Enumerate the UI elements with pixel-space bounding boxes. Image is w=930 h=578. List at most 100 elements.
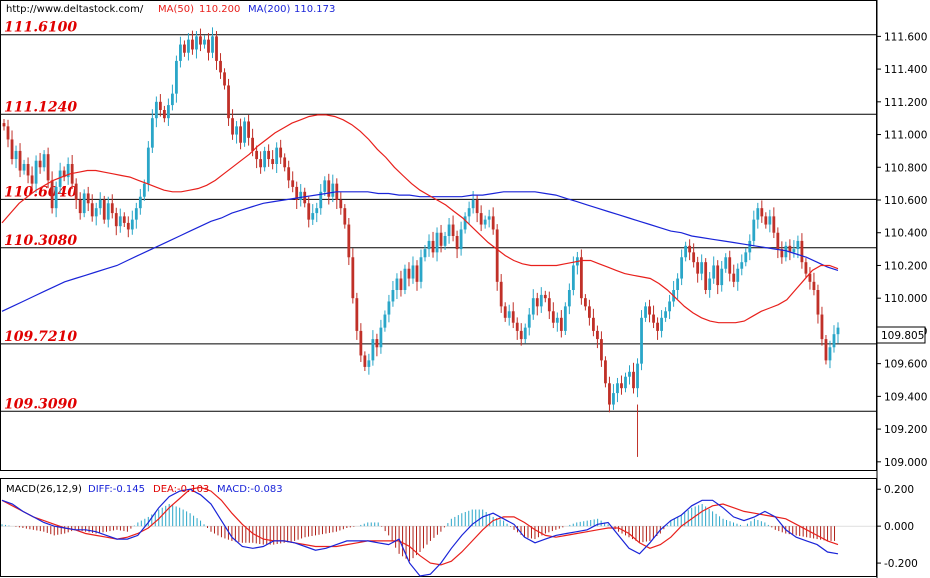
candle-body xyxy=(263,150,267,168)
candle-body xyxy=(46,154,50,181)
candle-body xyxy=(130,219,134,230)
candle-body xyxy=(499,281,503,307)
candle-body xyxy=(283,157,287,168)
candle-body xyxy=(150,118,154,148)
candle-body xyxy=(211,36,214,53)
candle-body xyxy=(134,208,138,220)
candle-body xyxy=(724,257,728,269)
candle-body xyxy=(696,262,700,274)
macd-tick-label: 0.000 xyxy=(884,521,914,533)
candle-body xyxy=(203,39,206,45)
ma200-line xyxy=(1,191,839,312)
price-tick-label: 111.200 xyxy=(884,97,927,109)
candle-body xyxy=(287,167,291,181)
candle-body xyxy=(547,298,551,312)
candle-body xyxy=(38,160,42,168)
candle-body xyxy=(812,281,816,290)
candle-body xyxy=(303,191,307,204)
candle-body xyxy=(820,314,824,340)
candle-body xyxy=(30,175,34,184)
ma200-value: 110.173 xyxy=(294,4,335,15)
candle-body xyxy=(491,216,495,230)
candle-body xyxy=(479,213,483,225)
candle-body xyxy=(383,314,387,328)
candle-body xyxy=(299,191,303,200)
candle-body xyxy=(235,126,238,135)
candle-body xyxy=(439,232,443,246)
candle-body xyxy=(158,101,162,110)
candle-body xyxy=(98,200,102,209)
candle-body xyxy=(243,121,246,143)
macd-value: MACD:-0.083 xyxy=(217,484,283,495)
candle-body xyxy=(82,193,86,214)
candle-body xyxy=(295,186,299,200)
candle-body xyxy=(503,306,507,318)
candle-body xyxy=(411,265,415,279)
candle-body xyxy=(363,355,367,367)
candle-body xyxy=(10,139,14,160)
candle-body xyxy=(355,298,359,331)
candle-body xyxy=(680,257,684,279)
candle-body xyxy=(608,383,611,405)
candle-body xyxy=(768,216,772,225)
ma50-label: MA(50) xyxy=(158,4,194,15)
price-tick-label: 109.200 xyxy=(884,424,927,436)
candle-body xyxy=(415,265,419,282)
candle-body xyxy=(660,317,663,331)
candle-body xyxy=(215,36,218,61)
candle-body xyxy=(676,278,680,290)
candle-body xyxy=(804,262,808,274)
candle-body xyxy=(399,278,403,290)
candle-body xyxy=(379,327,383,348)
candle-body xyxy=(583,298,587,307)
candle-body xyxy=(600,339,603,361)
site-url: http://www.deltastock.com/ xyxy=(6,4,144,15)
candle-body xyxy=(162,110,166,119)
candle-body xyxy=(251,137,254,151)
candle-body xyxy=(247,121,250,138)
candle-body xyxy=(311,213,315,220)
candle-body xyxy=(692,252,696,263)
moving-averages xyxy=(1,114,839,324)
candle-body xyxy=(796,240,800,250)
candle-body xyxy=(588,306,591,318)
level-label: 111.6100 xyxy=(4,20,77,36)
candle-body xyxy=(487,216,491,220)
candle-body xyxy=(736,268,740,282)
candle-body xyxy=(531,298,535,315)
candle-body xyxy=(656,322,659,331)
diff-line xyxy=(1,488,839,577)
candle-body xyxy=(471,200,475,209)
candle-body xyxy=(764,216,768,225)
price-tick-label: 111.400 xyxy=(884,64,927,76)
candle-body xyxy=(347,224,351,258)
candles xyxy=(2,27,840,457)
candle-body xyxy=(443,236,447,246)
macd-name: MACD(26,12,9) xyxy=(6,484,82,495)
candle-body xyxy=(359,330,363,356)
candle-body xyxy=(592,317,595,331)
candle-body xyxy=(559,317,563,331)
macd-tick-label: -0.200 xyxy=(884,558,918,570)
candle-body xyxy=(371,339,375,361)
macd-diff: DIFF:-0.145 xyxy=(88,484,145,495)
price-tick-label: 111.600 xyxy=(884,31,927,43)
candle-body xyxy=(126,222,130,230)
candle-body xyxy=(207,39,210,53)
candle-body xyxy=(231,118,234,135)
level-label: 110.6040 xyxy=(4,184,77,200)
candle-body xyxy=(26,164,30,176)
candle-body xyxy=(227,85,230,119)
candle-body xyxy=(539,294,543,307)
candle-body xyxy=(616,383,619,394)
candle-body xyxy=(315,208,319,214)
candle-body xyxy=(34,160,38,184)
candle-body xyxy=(14,150,18,160)
candle-body xyxy=(507,311,511,318)
candle-body xyxy=(118,216,122,227)
candle-body xyxy=(596,330,599,340)
level-lines: 111.6100 111.1240 110.6040 110.3080 109.7210… xyxy=(0,20,877,412)
candle-body xyxy=(511,311,515,323)
candle-body xyxy=(42,154,46,168)
